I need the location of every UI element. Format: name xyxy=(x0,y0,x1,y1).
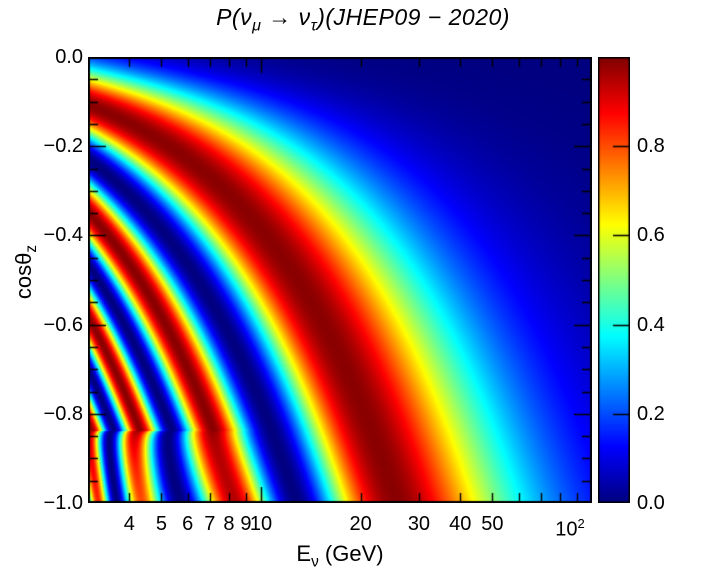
colorbar-tick-label: 0.2 xyxy=(637,402,665,425)
title-nu-tau-subscript: τ xyxy=(310,16,318,35)
title-nu-mu-subscript: μ xyxy=(252,16,262,35)
y-title-z-subscript: z xyxy=(23,244,41,253)
y-tick-label: 0.0 xyxy=(55,46,83,68)
x-tick-label: 9 xyxy=(240,513,252,535)
x-tick-label: 40 xyxy=(449,513,472,535)
y-tick-label: −0.6 xyxy=(43,313,83,336)
x-tick-exponent: 2 xyxy=(577,516,585,531)
y-title-main: cosθ xyxy=(10,252,36,300)
x-tick-label: 20 xyxy=(349,513,372,535)
y-tick-label: −0.2 xyxy=(43,135,83,158)
heatmap-plot-area xyxy=(88,57,592,503)
title-arrow: → ν xyxy=(261,4,311,30)
x-tick-label: 4 xyxy=(123,513,135,535)
y-tick-label: −0.4 xyxy=(43,224,83,247)
colorbar-tick-label: 0.8 xyxy=(637,135,665,158)
x-tick-label: 6 xyxy=(182,513,194,535)
x-axis-title: Eν (GeV) xyxy=(88,541,592,571)
x-tick-label: 102 xyxy=(555,516,585,541)
y-tick-label: −1.0 xyxy=(43,492,83,514)
y-tick-label: −0.8 xyxy=(43,402,83,425)
x-tick-label: 30 xyxy=(407,513,431,535)
x-title-nu-subscript: ν xyxy=(311,553,319,571)
x-tick-label: 7 xyxy=(204,513,216,535)
y-axis-title: cosθz xyxy=(11,245,41,299)
x-title-main: E xyxy=(296,541,312,566)
x-title-unit: (GeV) xyxy=(318,541,384,566)
chart-title: P(νμ → ντ)(JHEP09 − 2020) xyxy=(0,4,726,36)
colorbar-tick-label: 0.4 xyxy=(637,313,665,336)
x-tick-label: 5 xyxy=(155,513,167,535)
title-post: )(JHEP09 − 2020) xyxy=(317,4,510,30)
colorbar xyxy=(598,57,630,503)
x-tick-label: 10 xyxy=(249,513,273,535)
title-pre: P(ν xyxy=(216,4,253,30)
x-tick-label: 50 xyxy=(481,513,504,535)
colorbar-tick-label: 0.6 xyxy=(637,224,665,247)
colorbar-tick-label: 0.0 xyxy=(637,492,665,514)
x-tick-label: 8 xyxy=(223,513,235,535)
